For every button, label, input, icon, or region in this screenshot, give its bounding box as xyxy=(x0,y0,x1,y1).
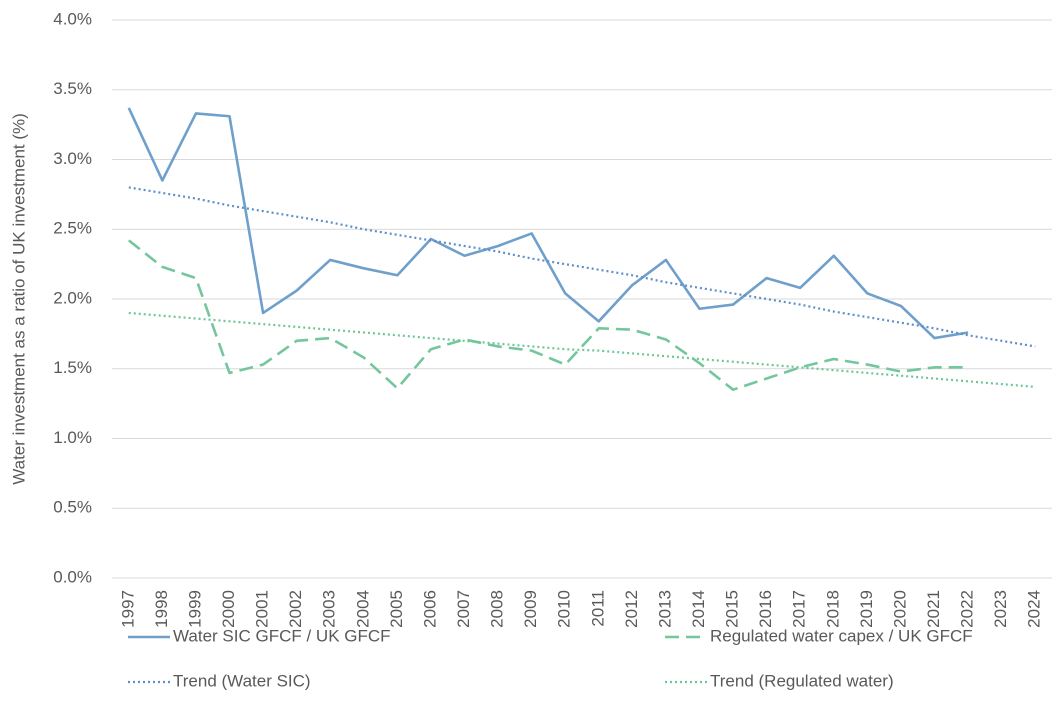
x-tick-label: 2006 xyxy=(420,590,439,628)
y-tick-label: 2.5% xyxy=(53,219,92,238)
y-tick-label: 3.5% xyxy=(53,79,92,98)
x-tick-label: 2023 xyxy=(991,590,1010,628)
x-tick-label: 2009 xyxy=(521,590,540,628)
legend-label: Trend (Water SIC) xyxy=(173,671,311,690)
y-tick-label: 4.0% xyxy=(53,9,92,28)
x-tick-label: 2019 xyxy=(857,590,876,628)
x-tick-label: 2010 xyxy=(555,590,574,628)
y-tick-label: 3.0% xyxy=(53,149,92,168)
series-line xyxy=(127,107,969,340)
y-tick-label: 1.5% xyxy=(53,358,92,377)
legend-label: Water SIC GFCF / UK GFCF xyxy=(173,626,391,645)
x-tick-label: 2017 xyxy=(790,590,809,628)
x-tick-label: 2015 xyxy=(723,590,742,628)
y-tick-label: 0.5% xyxy=(53,498,92,517)
y-axis-label: Water investment as a ratio of UK invest… xyxy=(9,113,28,485)
x-tick-label: 2002 xyxy=(286,590,305,628)
x-tick-label: 2018 xyxy=(823,590,842,628)
x-tick-label: 2020 xyxy=(890,590,909,628)
x-tick-label: 2021 xyxy=(924,590,943,628)
x-tick-label: 2012 xyxy=(622,590,641,628)
x-tick-label: 2016 xyxy=(756,590,775,628)
x-tick-label: 2013 xyxy=(655,590,674,628)
x-tick-label: 1998 xyxy=(152,590,171,628)
legend-label: Regulated water capex / UK GFCF xyxy=(710,626,973,645)
legend-label: Trend (Regulated water) xyxy=(710,671,894,690)
series-line xyxy=(128,186,1036,348)
x-tick-label: 2024 xyxy=(1025,590,1044,628)
x-tick-label: 2007 xyxy=(454,590,473,628)
x-tick-label: 2008 xyxy=(488,590,507,628)
x-tick-label: 2004 xyxy=(353,590,372,628)
x-tick-label: 2011 xyxy=(588,590,607,627)
x-tick-label: 2014 xyxy=(689,590,708,628)
x-tick-label: 2001 xyxy=(253,590,272,628)
x-tick-label: 2022 xyxy=(958,590,977,628)
y-tick-label: 1.0% xyxy=(53,428,92,447)
x-tick-label: 2003 xyxy=(320,590,339,628)
series-line xyxy=(127,239,969,391)
x-tick-label: 1999 xyxy=(185,590,204,628)
x-tick-label: 2005 xyxy=(387,590,406,628)
y-tick-label: 0.0% xyxy=(53,567,92,586)
y-tick-label: 2.0% xyxy=(53,288,92,307)
series-line xyxy=(128,311,1036,388)
x-tick-label: 2000 xyxy=(219,590,238,628)
x-tick-label: 1997 xyxy=(118,590,137,628)
